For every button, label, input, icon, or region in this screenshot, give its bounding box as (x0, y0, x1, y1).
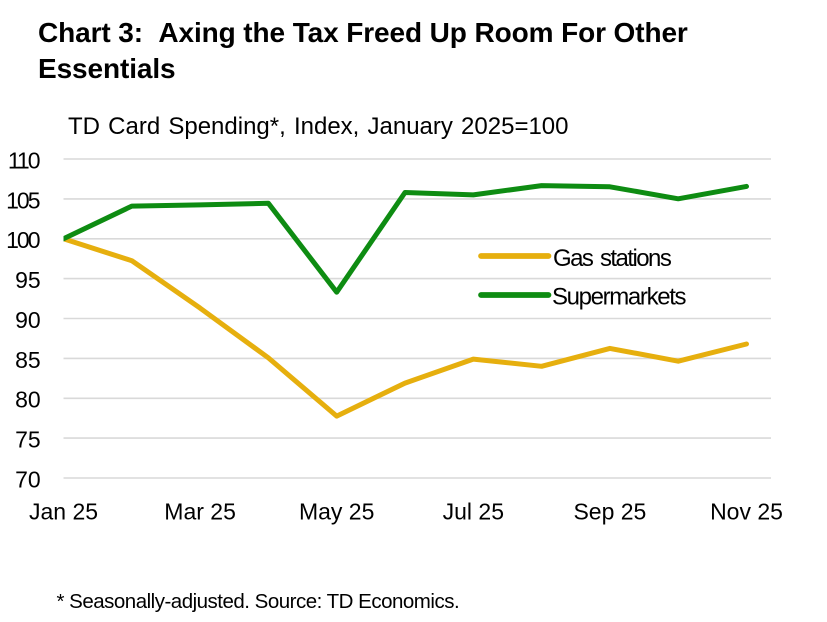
svg-text:Nov 25: Nov 25 (710, 499, 783, 525)
svg-text:85: 85 (15, 347, 41, 373)
svg-text:May 25: May 25 (299, 499, 374, 525)
svg-text:95: 95 (15, 267, 41, 293)
svg-text:70: 70 (15, 466, 41, 492)
svg-text:Sep 25: Sep 25 (573, 499, 646, 525)
svg-text:80: 80 (15, 387, 41, 413)
svg-text:Supermarkets: Supermarkets (552, 284, 687, 311)
svg-text:TD Card Spending*, Index, Janu: TD Card Spending*, Index, January 2025=1… (68, 113, 569, 140)
svg-text:105: 105 (6, 187, 40, 213)
svg-text:90: 90 (15, 307, 41, 333)
svg-text:110: 110 (8, 147, 40, 173)
svg-text:75: 75 (15, 427, 41, 453)
svg-text:100: 100 (6, 227, 40, 253)
svg-text:Mar 25: Mar 25 (164, 499, 236, 525)
svg-text:* Seasonally-adjusted. Source:: * Seasonally-adjusted. Source: TD Econom… (57, 590, 460, 613)
svg-text:Gas stations: Gas stations (553, 245, 672, 272)
svg-text:Essentials: Essentials (38, 53, 176, 84)
svg-text:Jul 25: Jul 25 (443, 499, 504, 525)
svg-text:Jan 25: Jan 25 (29, 499, 98, 525)
svg-text:Chart 3: Axing the Tax Freed: Chart 3: Axing the Tax Freed Up Room For… (38, 17, 688, 48)
